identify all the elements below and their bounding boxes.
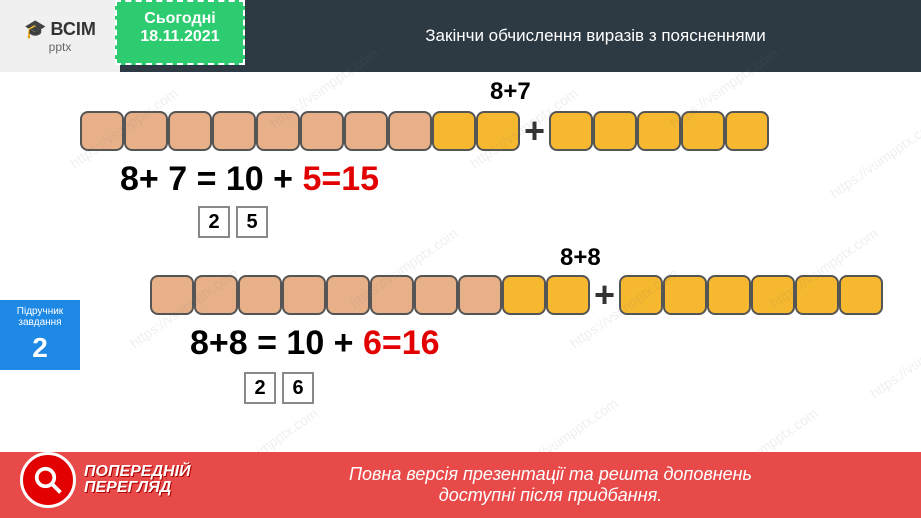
block-unit	[432, 111, 476, 151]
cap-icon: 🎓	[24, 19, 46, 40]
block-unit	[725, 111, 769, 151]
problem1-split: 25	[198, 206, 268, 238]
block-unit	[256, 111, 300, 151]
split-box: 6	[282, 372, 314, 404]
block-unit	[80, 111, 124, 151]
sidebar-tag: Підручник завдання 2	[0, 300, 80, 370]
footer-line1: Повна версія презентації та решта доповн…	[349, 464, 752, 485]
eq2-lhs: 8+8 = 10 +	[190, 324, 363, 362]
block-unit	[795, 275, 839, 315]
problem2-equation: 8+8 = 10 + 6=16	[190, 324, 440, 363]
preview-line2: ПЕРЕГЛЯД	[84, 480, 191, 496]
block-unit	[238, 275, 282, 315]
block-unit	[502, 275, 546, 315]
block-unit	[370, 275, 414, 315]
date-value: 18.11.2021	[121, 28, 239, 46]
problem1-blocks: +	[80, 110, 769, 152]
block-unit	[549, 111, 593, 151]
content-area: 8+7 + 8+ 7 = 10 + 5=15 25 8+8 + 8+8 = 10…	[0, 72, 921, 452]
footer-line2: доступні після придбання.	[349, 485, 752, 506]
block-unit	[707, 275, 751, 315]
preview-line1: ПОПЕРЕДНІЙ	[84, 464, 191, 480]
block-unit	[637, 111, 681, 151]
block-unit	[619, 275, 663, 315]
magnifier-icon	[20, 452, 76, 508]
problem2-label: 8+8	[560, 244, 601, 272]
block-unit	[300, 111, 344, 151]
preview-badge: ПОПЕРЕДНІЙ ПЕРЕГЛЯД	[20, 452, 191, 508]
block-unit	[546, 275, 590, 315]
block-unit	[663, 275, 707, 315]
block-unit	[751, 275, 795, 315]
sidebar-number: 2	[2, 332, 78, 364]
block-unit	[681, 111, 725, 151]
block-unit	[212, 111, 256, 151]
logo-main: ВСІМ	[51, 19, 96, 40]
problem2-blocks: +	[150, 274, 883, 316]
sidebar-line2: завдання	[2, 317, 78, 328]
split-box: 5	[236, 206, 268, 238]
problem1-label: 8+7	[490, 78, 531, 106]
date-badge: Сьогодні 18.11.2021	[115, 0, 245, 65]
date-label: Сьогодні	[121, 10, 239, 28]
block-unit	[150, 275, 194, 315]
block-unit	[282, 275, 326, 315]
block-unit	[593, 111, 637, 151]
block-unit	[168, 111, 212, 151]
block-unit	[476, 111, 520, 151]
plus-icon: +	[594, 274, 615, 316]
block-unit	[839, 275, 883, 315]
block-unit	[326, 275, 370, 315]
logo: 🎓 ВСІМ pptx	[0, 0, 120, 72]
logo-sub: pptx	[49, 40, 72, 54]
split-box: 2	[198, 206, 230, 238]
block-unit	[194, 275, 238, 315]
block-unit	[414, 275, 458, 315]
split-box: 2	[244, 372, 276, 404]
problem1-equation: 8+ 7 = 10 + 5=15	[120, 160, 379, 199]
plus-icon: +	[524, 110, 545, 152]
block-unit	[458, 275, 502, 315]
block-unit	[388, 111, 432, 151]
block-unit	[344, 111, 388, 151]
problem2-split: 26	[244, 372, 314, 404]
eq1-rhs: 5=15	[302, 160, 379, 198]
block-unit	[124, 111, 168, 151]
sidebar-line1: Підручник	[2, 306, 78, 317]
preview-text: ПОПЕРЕДНІЙ ПЕРЕГЛЯД	[84, 464, 191, 496]
eq2-rhs: 6=16	[363, 324, 440, 362]
eq1-lhs: 8+ 7 = 10 +	[120, 160, 302, 198]
